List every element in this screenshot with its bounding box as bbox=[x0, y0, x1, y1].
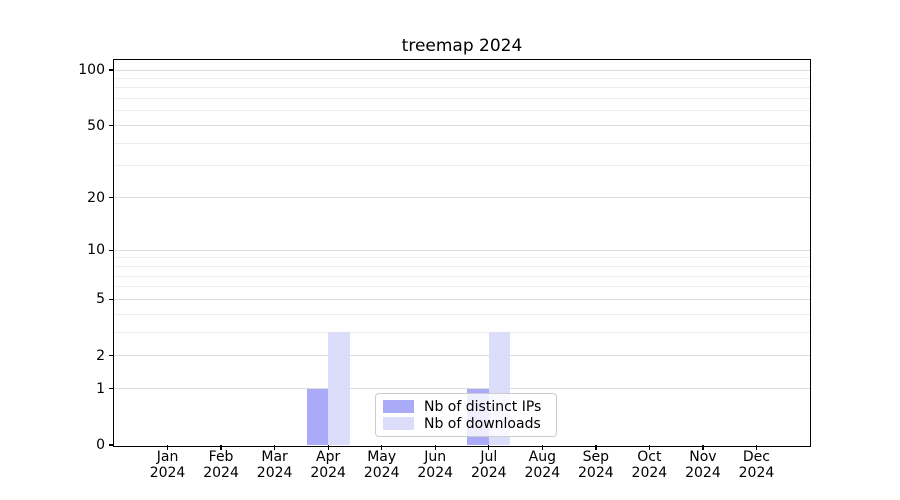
x-tick-mark bbox=[434, 445, 436, 450]
y-tick-mark bbox=[109, 197, 114, 199]
y-minor-gridline bbox=[114, 313, 810, 315]
legend-label-downloads: Nb of downloads bbox=[424, 415, 541, 432]
y-tick-mark bbox=[109, 444, 114, 446]
y-major-gridline bbox=[114, 388, 810, 390]
bar-downloads bbox=[328, 332, 350, 445]
legend-item-distinct-ips: Nb of distinct IPs bbox=[383, 399, 549, 415]
y-tick-label: 50 bbox=[87, 117, 105, 134]
y-minor-gridline bbox=[114, 77, 810, 79]
x-tick-label: Sep 2024 bbox=[578, 449, 614, 481]
y-tick-label: 0 bbox=[96, 437, 105, 453]
legend-item-downloads: Nb of downloads bbox=[383, 416, 549, 432]
x-tick-label: May 2024 bbox=[363, 449, 400, 481]
chart-title: treemap 2024 bbox=[401, 36, 523, 56]
y-minor-gridline bbox=[114, 142, 810, 144]
y-minor-gridline bbox=[114, 257, 810, 259]
x-tick-mark bbox=[648, 445, 651, 450]
x-tick-mark bbox=[488, 445, 490, 450]
y-tick-label: 20 bbox=[87, 189, 105, 206]
x-tick-mark bbox=[327, 445, 329, 450]
y-major-gridline bbox=[114, 69, 810, 71]
x-tick-label: Oct 2024 bbox=[631, 449, 668, 481]
legend-label-distinct-ips: Nb of distinct IPs bbox=[424, 398, 542, 415]
legend-swatch-distinct-ips bbox=[383, 400, 414, 413]
plot-border bbox=[113, 59, 811, 447]
y-minor-gridline bbox=[114, 265, 810, 267]
y-tick-mark bbox=[109, 124, 114, 127]
legend-swatch-downloads bbox=[383, 417, 414, 430]
x-tick-mark bbox=[755, 445, 758, 450]
y-tick-label: 100 bbox=[78, 62, 105, 78]
x-tick-mark bbox=[595, 445, 597, 450]
x-tick-label: Jan 2024 bbox=[149, 449, 186, 481]
x-tick-mark bbox=[702, 445, 704, 450]
y-major-gridline bbox=[114, 197, 810, 199]
y-major-gridline bbox=[114, 298, 810, 300]
x-tick-mark bbox=[541, 445, 543, 450]
y-minor-gridline bbox=[114, 110, 810, 112]
x-tick-mark bbox=[220, 445, 222, 450]
y-major-gridline bbox=[114, 355, 810, 357]
y-tick-label: 2 bbox=[96, 347, 105, 364]
y-tick-label: 5 bbox=[96, 291, 105, 308]
x-tick-label: Nov 2024 bbox=[685, 449, 721, 481]
plot-area bbox=[114, 60, 810, 445]
x-tick-label: Aug 2024 bbox=[524, 449, 561, 481]
y-minor-gridline bbox=[114, 98, 810, 100]
x-tick-label: Feb 2024 bbox=[203, 449, 239, 481]
x-tick-mark bbox=[274, 445, 276, 450]
y-tick-label: 10 bbox=[87, 242, 105, 259]
y-tick-mark bbox=[109, 69, 114, 71]
x-tick-label: Apr 2024 bbox=[310, 449, 346, 481]
x-tick-label: Jun 2024 bbox=[417, 449, 454, 481]
x-tick-label: Dec 2024 bbox=[738, 449, 775, 481]
x-tick-label: Jul 2024 bbox=[470, 449, 507, 481]
bar-distinct-ips bbox=[306, 388, 329, 445]
x-tick-mark bbox=[381, 445, 383, 450]
y-tick-label: 1 bbox=[96, 380, 105, 397]
y-minor-gridline bbox=[114, 275, 810, 277]
y-tick-mark bbox=[109, 388, 114, 390]
y-major-gridline bbox=[114, 249, 810, 251]
x-tick-label: Mar 2024 bbox=[256, 449, 293, 481]
y-minor-gridline bbox=[114, 286, 810, 288]
y-tick-mark bbox=[109, 355, 114, 357]
x-tick-mark bbox=[166, 445, 169, 450]
y-major-gridline bbox=[114, 125, 810, 127]
y-minor-gridline bbox=[114, 331, 810, 333]
y-tick-mark bbox=[109, 249, 114, 251]
y-minor-gridline bbox=[114, 87, 810, 89]
y-minor-gridline bbox=[114, 165, 810, 167]
legend: Nb of distinct IPs Nb of downloads bbox=[375, 393, 557, 437]
y-tick-mark bbox=[109, 298, 114, 301]
